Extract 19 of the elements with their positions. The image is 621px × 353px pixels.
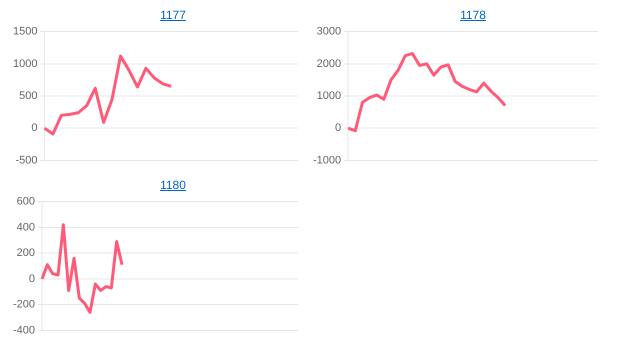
y-tick-label: 0 xyxy=(31,122,38,134)
y-tick-label: 1000 xyxy=(12,58,38,70)
y-tick-label: -400 xyxy=(12,324,36,336)
chart-title: 1177 xyxy=(160,8,186,22)
y-tick-label: 200 xyxy=(16,247,36,260)
y-tick-label: -200 xyxy=(12,298,36,311)
y-tick-label: 1500 xyxy=(12,26,38,38)
y-tick-label: -500 xyxy=(15,154,38,166)
y-tick-label: 400 xyxy=(16,221,36,234)
y-tick-label: 2000 xyxy=(316,58,342,70)
y-tick-label: 600 xyxy=(16,196,36,208)
y-tick-label: 0 xyxy=(335,122,342,134)
y-tick-label: 1000 xyxy=(316,90,342,102)
chart-title: 1180 xyxy=(160,178,186,192)
y-tick-label: -1000 xyxy=(312,154,342,166)
y-tick-label: 0 xyxy=(28,272,36,285)
y-tick-label: 500 xyxy=(19,90,38,102)
y-tick-label: 3000 xyxy=(316,26,342,38)
chart-title: 1178 xyxy=(460,8,486,22)
